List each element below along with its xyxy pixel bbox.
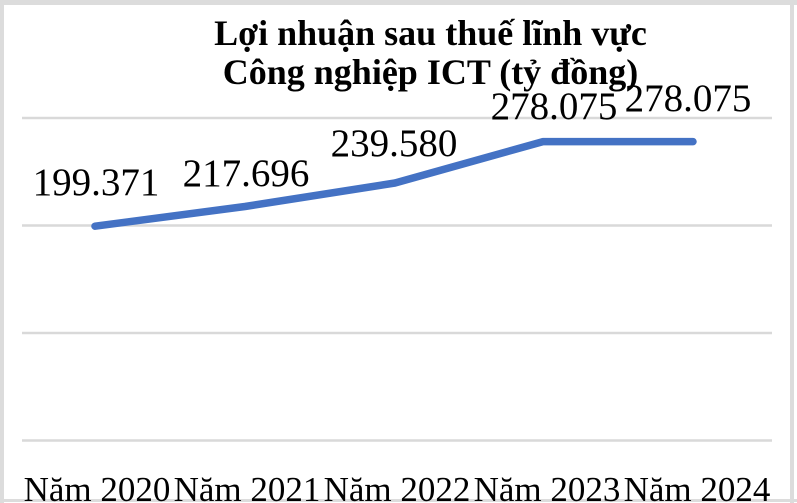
data-label-năm-2023: 278.075	[490, 85, 618, 128]
x-axis-label-năm-2020: Năm 2020	[23, 470, 171, 503]
data-label-năm-2021: 217.696	[182, 152, 310, 196]
chart-title-line-2: Công nghiệp ICT (tỷ đồng)	[222, 52, 639, 92]
data-label-năm-2024: 278.075	[624, 77, 752, 120]
chart-border-left	[0, 0, 4, 503]
x-axis-label-năm-2023: Năm 2023	[473, 470, 621, 503]
chart-title: Lợi nhuận sau thuế lĩnh vực Công nghiệp …	[0, 14, 797, 92]
chart-title-line-1: Lợi nhuận sau thuế lĩnh vực	[214, 13, 647, 53]
chart-border-bottom	[0, 499, 797, 502]
data-label-năm-2022: 239.580	[330, 122, 458, 166]
chart-border-right	[790, 0, 794, 503]
x-axis-label-năm-2024: Năm 2024	[623, 470, 771, 503]
data-label-năm-2020: 199.371	[32, 160, 160, 204]
x-axis-label-năm-2022: Năm 2022	[323, 470, 471, 503]
gridlines	[22, 116, 772, 442]
chart-border-top	[0, 0, 797, 5]
x-axis-label-năm-2021: Năm 2021	[173, 470, 321, 503]
series-line	[91, 137, 697, 230]
